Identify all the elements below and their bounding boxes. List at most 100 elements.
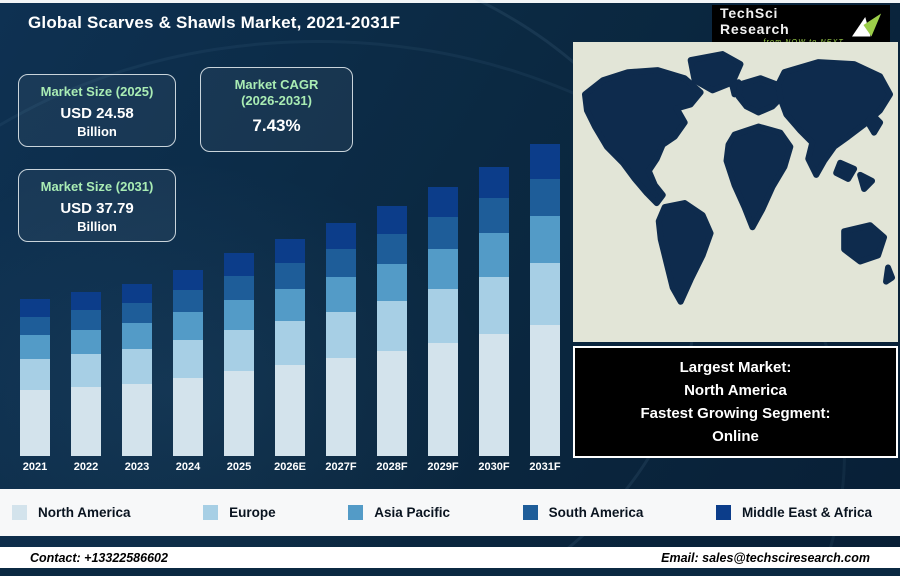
segment-south-america: [173, 290, 203, 313]
segment-south-america: [275, 262, 305, 289]
logo-arrow-icon: [852, 13, 882, 37]
segment-europe: [428, 289, 458, 344]
segment-asia-pacific: [326, 276, 356, 312]
legend-swatch: [715, 505, 731, 520]
segment-asia-pacific: [20, 335, 50, 359]
segment-south-america: [122, 302, 152, 324]
segment-north-america: [377, 351, 407, 456]
legend-label: Europe: [229, 505, 276, 520]
segment-north-america: [224, 370, 254, 456]
segment-middle-east-africa: [377, 206, 407, 234]
segment-asia-pacific: [173, 312, 203, 341]
market-size-2031-value: USD 37.79: [60, 200, 134, 218]
bar-2028F: 2028F: [371, 127, 413, 475]
bar-2022: 2022: [65, 127, 107, 475]
x-axis-label: 2029F: [427, 461, 459, 473]
segment-middle-east-africa: [275, 238, 305, 263]
market-size-2031-unit: Billion: [77, 219, 117, 235]
segment-north-america: [71, 387, 101, 456]
segment-asia-pacific: [428, 249, 458, 290]
segment-south-america: [326, 249, 356, 277]
legend-item-middle-east-africa: Middle East & Africa: [715, 505, 872, 520]
market-size-2025-value: USD 24.58: [60, 105, 134, 123]
logo-brand: TechSci Research: [720, 4, 790, 37]
segment-europe: [122, 349, 152, 384]
legend-item-south-america: South America: [522, 505, 643, 520]
segment-asia-pacific: [479, 233, 509, 277]
segment-north-america: [530, 325, 560, 456]
segment-middle-east-africa: [224, 253, 254, 276]
stacked-bar: [530, 144, 560, 456]
stacked-bar: [20, 299, 50, 456]
segment-europe: [479, 276, 509, 335]
segment-middle-east-africa: [530, 144, 560, 179]
stacked-bar: [275, 238, 305, 456]
segment-south-america: [224, 275, 254, 300]
segment-south-america: [71, 309, 101, 330]
segment-north-america: [275, 364, 305, 456]
market-cagr-value: 7.43%: [252, 115, 301, 135]
chart-legend: North America Europe Asia Pacific South Ame…: [0, 489, 900, 536]
stacked-bar: [71, 291, 101, 456]
largest-market-label: Largest Market:: [679, 358, 792, 376]
legend-swatch: [522, 505, 538, 520]
x-axis-label: 2030F: [478, 461, 510, 473]
bar-2026E: 2026E: [269, 127, 311, 475]
market-size-2025-label: Market Size (2025): [40, 84, 154, 99]
contact-bar: Contact: +13322586602 Email: sales@techs…: [0, 547, 900, 568]
segment-asia-pacific: [530, 215, 560, 263]
stacked-bar: [326, 223, 356, 456]
segment-middle-east-africa: [122, 283, 152, 303]
bar-2021: 2021: [14, 127, 56, 475]
x-axis-label: 2025: [226, 461, 252, 473]
segment-south-america: [479, 198, 509, 234]
bar-2029F: 2029F: [422, 127, 464, 475]
x-axis-label: 2028F: [376, 461, 408, 473]
segment-north-america: [479, 334, 509, 456]
techsci-logo: TechSci Research from NOW to NEXT: [712, 4, 890, 46]
segment-middle-east-africa: [71, 291, 101, 310]
bar-2030F: 2030F: [473, 127, 515, 475]
x-axis-label: 2026E: [274, 461, 306, 473]
x-axis-label: 2027F: [325, 461, 357, 473]
legend-item-europe: Europe: [203, 505, 276, 520]
bar-2025: 2025: [218, 127, 260, 475]
segment-south-america: [20, 316, 50, 336]
stacked-bar-chart: 2021 2022 2023 2024 2025 2026E 2027F 2028F 2029F…: [14, 127, 566, 475]
segment-middle-east-africa: [326, 223, 356, 250]
x-axis-label: 2022: [73, 461, 99, 473]
x-axis-label: 2031F: [529, 461, 561, 473]
bar-2027F: 2027F: [320, 127, 362, 475]
stacked-bar: [428, 187, 458, 456]
segment-europe: [530, 262, 560, 326]
segment-north-america: [122, 383, 152, 456]
segment-asia-pacific: [71, 329, 101, 355]
market-cagr-label-line1: Market CAGR: [234, 77, 319, 92]
legend-swatch: [203, 505, 219, 520]
x-axis-label: 2021: [22, 461, 48, 473]
page-title: Global Scarves & Shawls Market, 2021-203…: [28, 13, 401, 32]
segment-middle-east-africa: [428, 187, 458, 217]
legend-item-north-america: North America: [12, 505, 131, 520]
segment-middle-east-africa: [20, 299, 50, 317]
market-cagr-label: Market CAGR (2026-2031): [201, 77, 352, 110]
segment-middle-east-africa: [173, 269, 203, 291]
contact-phone: Contact: +13322586602: [30, 550, 168, 565]
stacked-bar: [173, 269, 203, 456]
segment-south-america: [377, 233, 407, 264]
segment-asia-pacific: [224, 299, 254, 331]
world-map-panel: [573, 42, 898, 342]
market-cagr-label-line2: (2026-2031): [241, 93, 312, 109]
legend-item-asia-pacific: Asia Pacific: [348, 505, 450, 520]
segment-europe: [326, 311, 356, 359]
bar-2031F: 2031F: [524, 127, 566, 475]
market-size-2031-box: Market Size (2031) USD 37.79 Billion: [18, 169, 176, 242]
stacked-bar: [224, 253, 254, 456]
x-axis-label: 2023: [124, 461, 150, 473]
market-size-2025-box: Market Size (2025) USD 24.58 Billion: [18, 74, 176, 147]
largest-market-value: North America: [684, 381, 787, 399]
market-size-2031-label: Market Size (2031): [40, 179, 154, 194]
segment-asia-pacific: [377, 263, 407, 301]
segment-north-america: [326, 358, 356, 456]
